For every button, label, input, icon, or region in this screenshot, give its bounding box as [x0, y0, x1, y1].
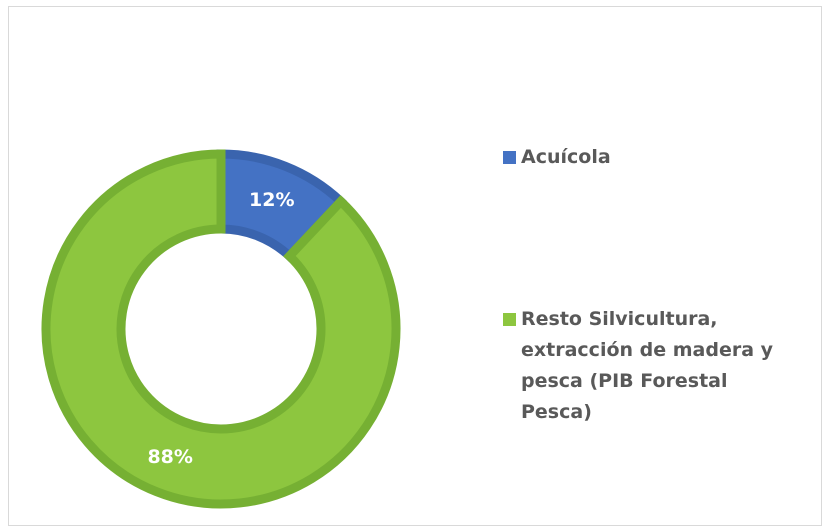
legend-item: Resto Silvicultura, extracción de madera… [503, 304, 791, 428]
legend-label: Resto Silvicultura, extracción de madera… [521, 308, 774, 423]
legend-item: Acuícola [503, 142, 791, 173]
data-label: 12% [249, 189, 294, 211]
legend-swatch [503, 151, 516, 164]
data-label: 88% [147, 446, 192, 468]
legend-swatch [503, 313, 516, 326]
legend-label: Acuícola [521, 146, 611, 168]
donut-segment [41, 149, 401, 509]
